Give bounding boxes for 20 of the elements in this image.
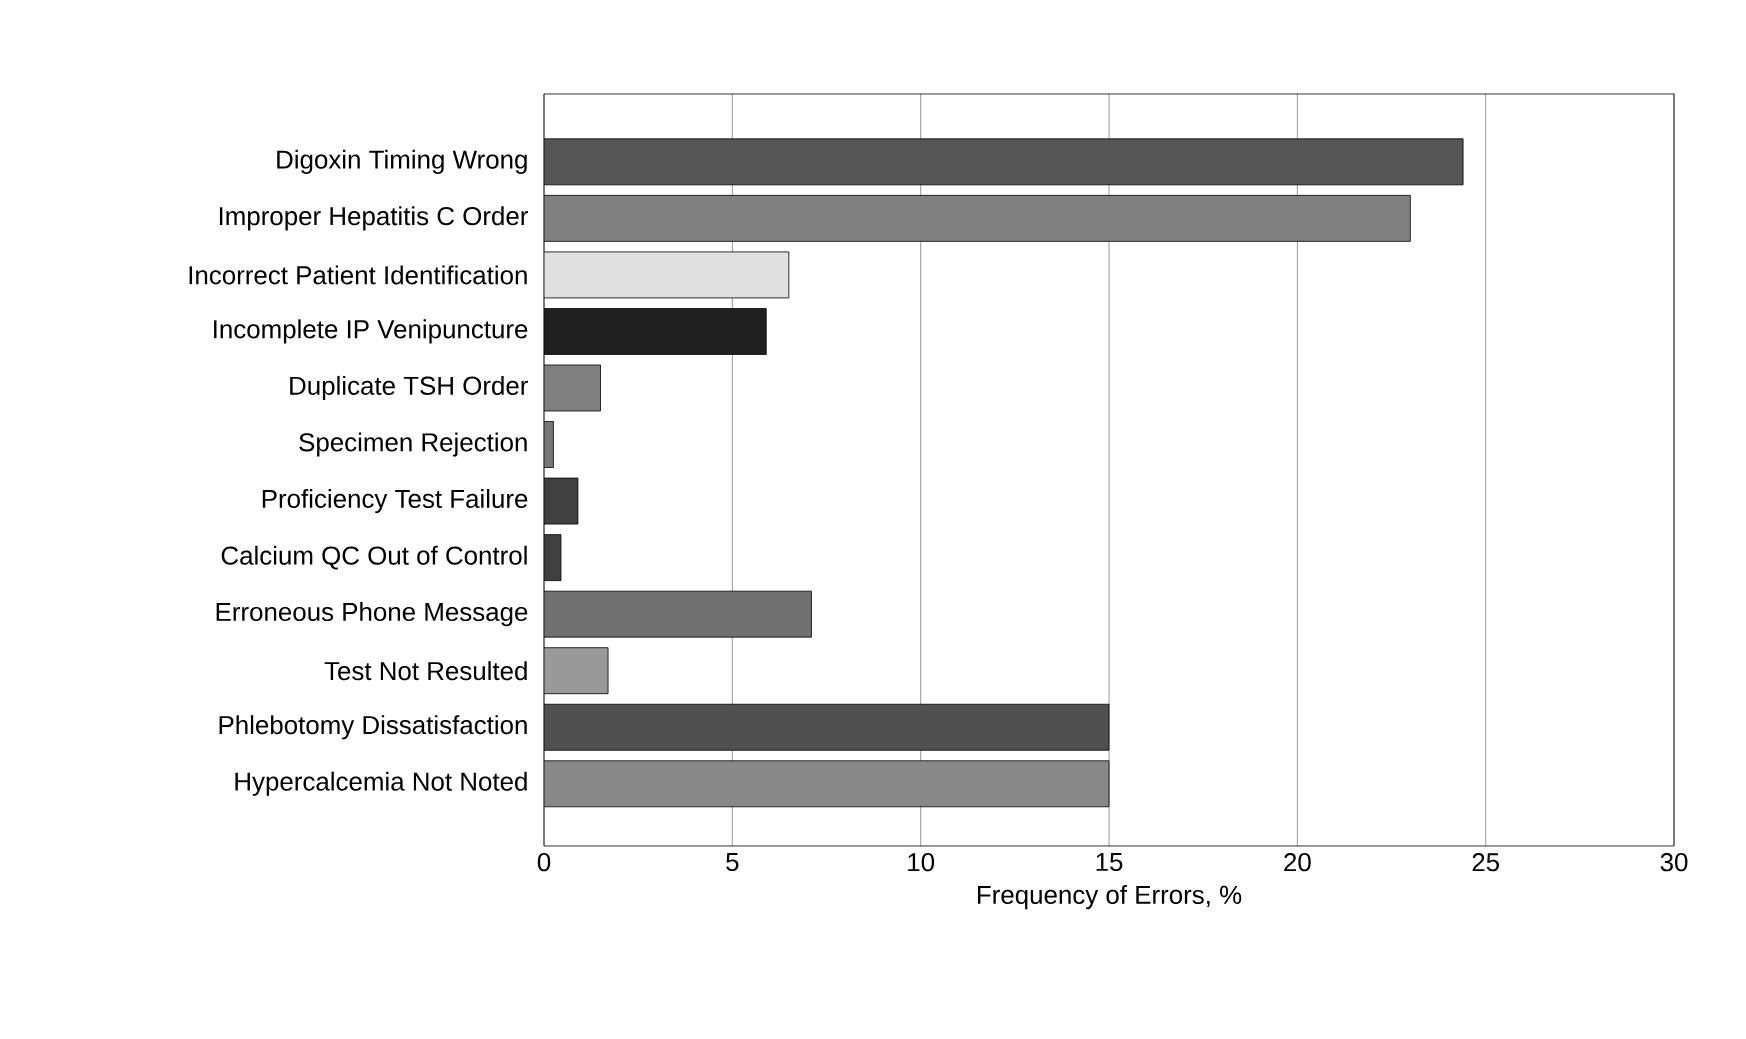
x-tick-label: 0 bbox=[537, 853, 551, 872]
x-tick-label: 10 bbox=[908, 853, 935, 872]
x-axis-title: Frequency of Errors, % bbox=[977, 885, 1242, 910]
y-tick-label: Hypercalcemia Not Noted bbox=[235, 771, 527, 796]
y-tick-label: Incomplete IP Venipuncture bbox=[214, 319, 528, 344]
y-tick-label: Erroneous Phone Message bbox=[216, 602, 528, 627]
x-tick-label: 20 bbox=[1284, 853, 1311, 872]
x-tick-label: 30 bbox=[1660, 853, 1688, 872]
x-tick-label: 15 bbox=[1096, 853, 1123, 872]
x-tick-label: 25 bbox=[1472, 853, 1499, 872]
y-tick-label: Improper Hepatitis C Order bbox=[219, 206, 528, 231]
y-tick-label: Specimen Rejection bbox=[299, 432, 527, 457]
y-tick-label: Phlebotomy Dissatisfaction bbox=[219, 715, 527, 740]
y-tick-label: Digoxin Timing Wrong bbox=[277, 149, 527, 174]
y-tick-label: Incorrect Patient Identification bbox=[189, 265, 527, 285]
y-tick-label: Proficiency Test Failure bbox=[262, 488, 528, 514]
y-tick-label: Calcium QC Out of Control bbox=[221, 545, 527, 570]
y-tick-label: Test Not Resulted bbox=[324, 661, 527, 681]
x-tick-label: 5 bbox=[726, 853, 739, 872]
y-tick-label: Duplicate TSH Order bbox=[290, 375, 528, 401]
